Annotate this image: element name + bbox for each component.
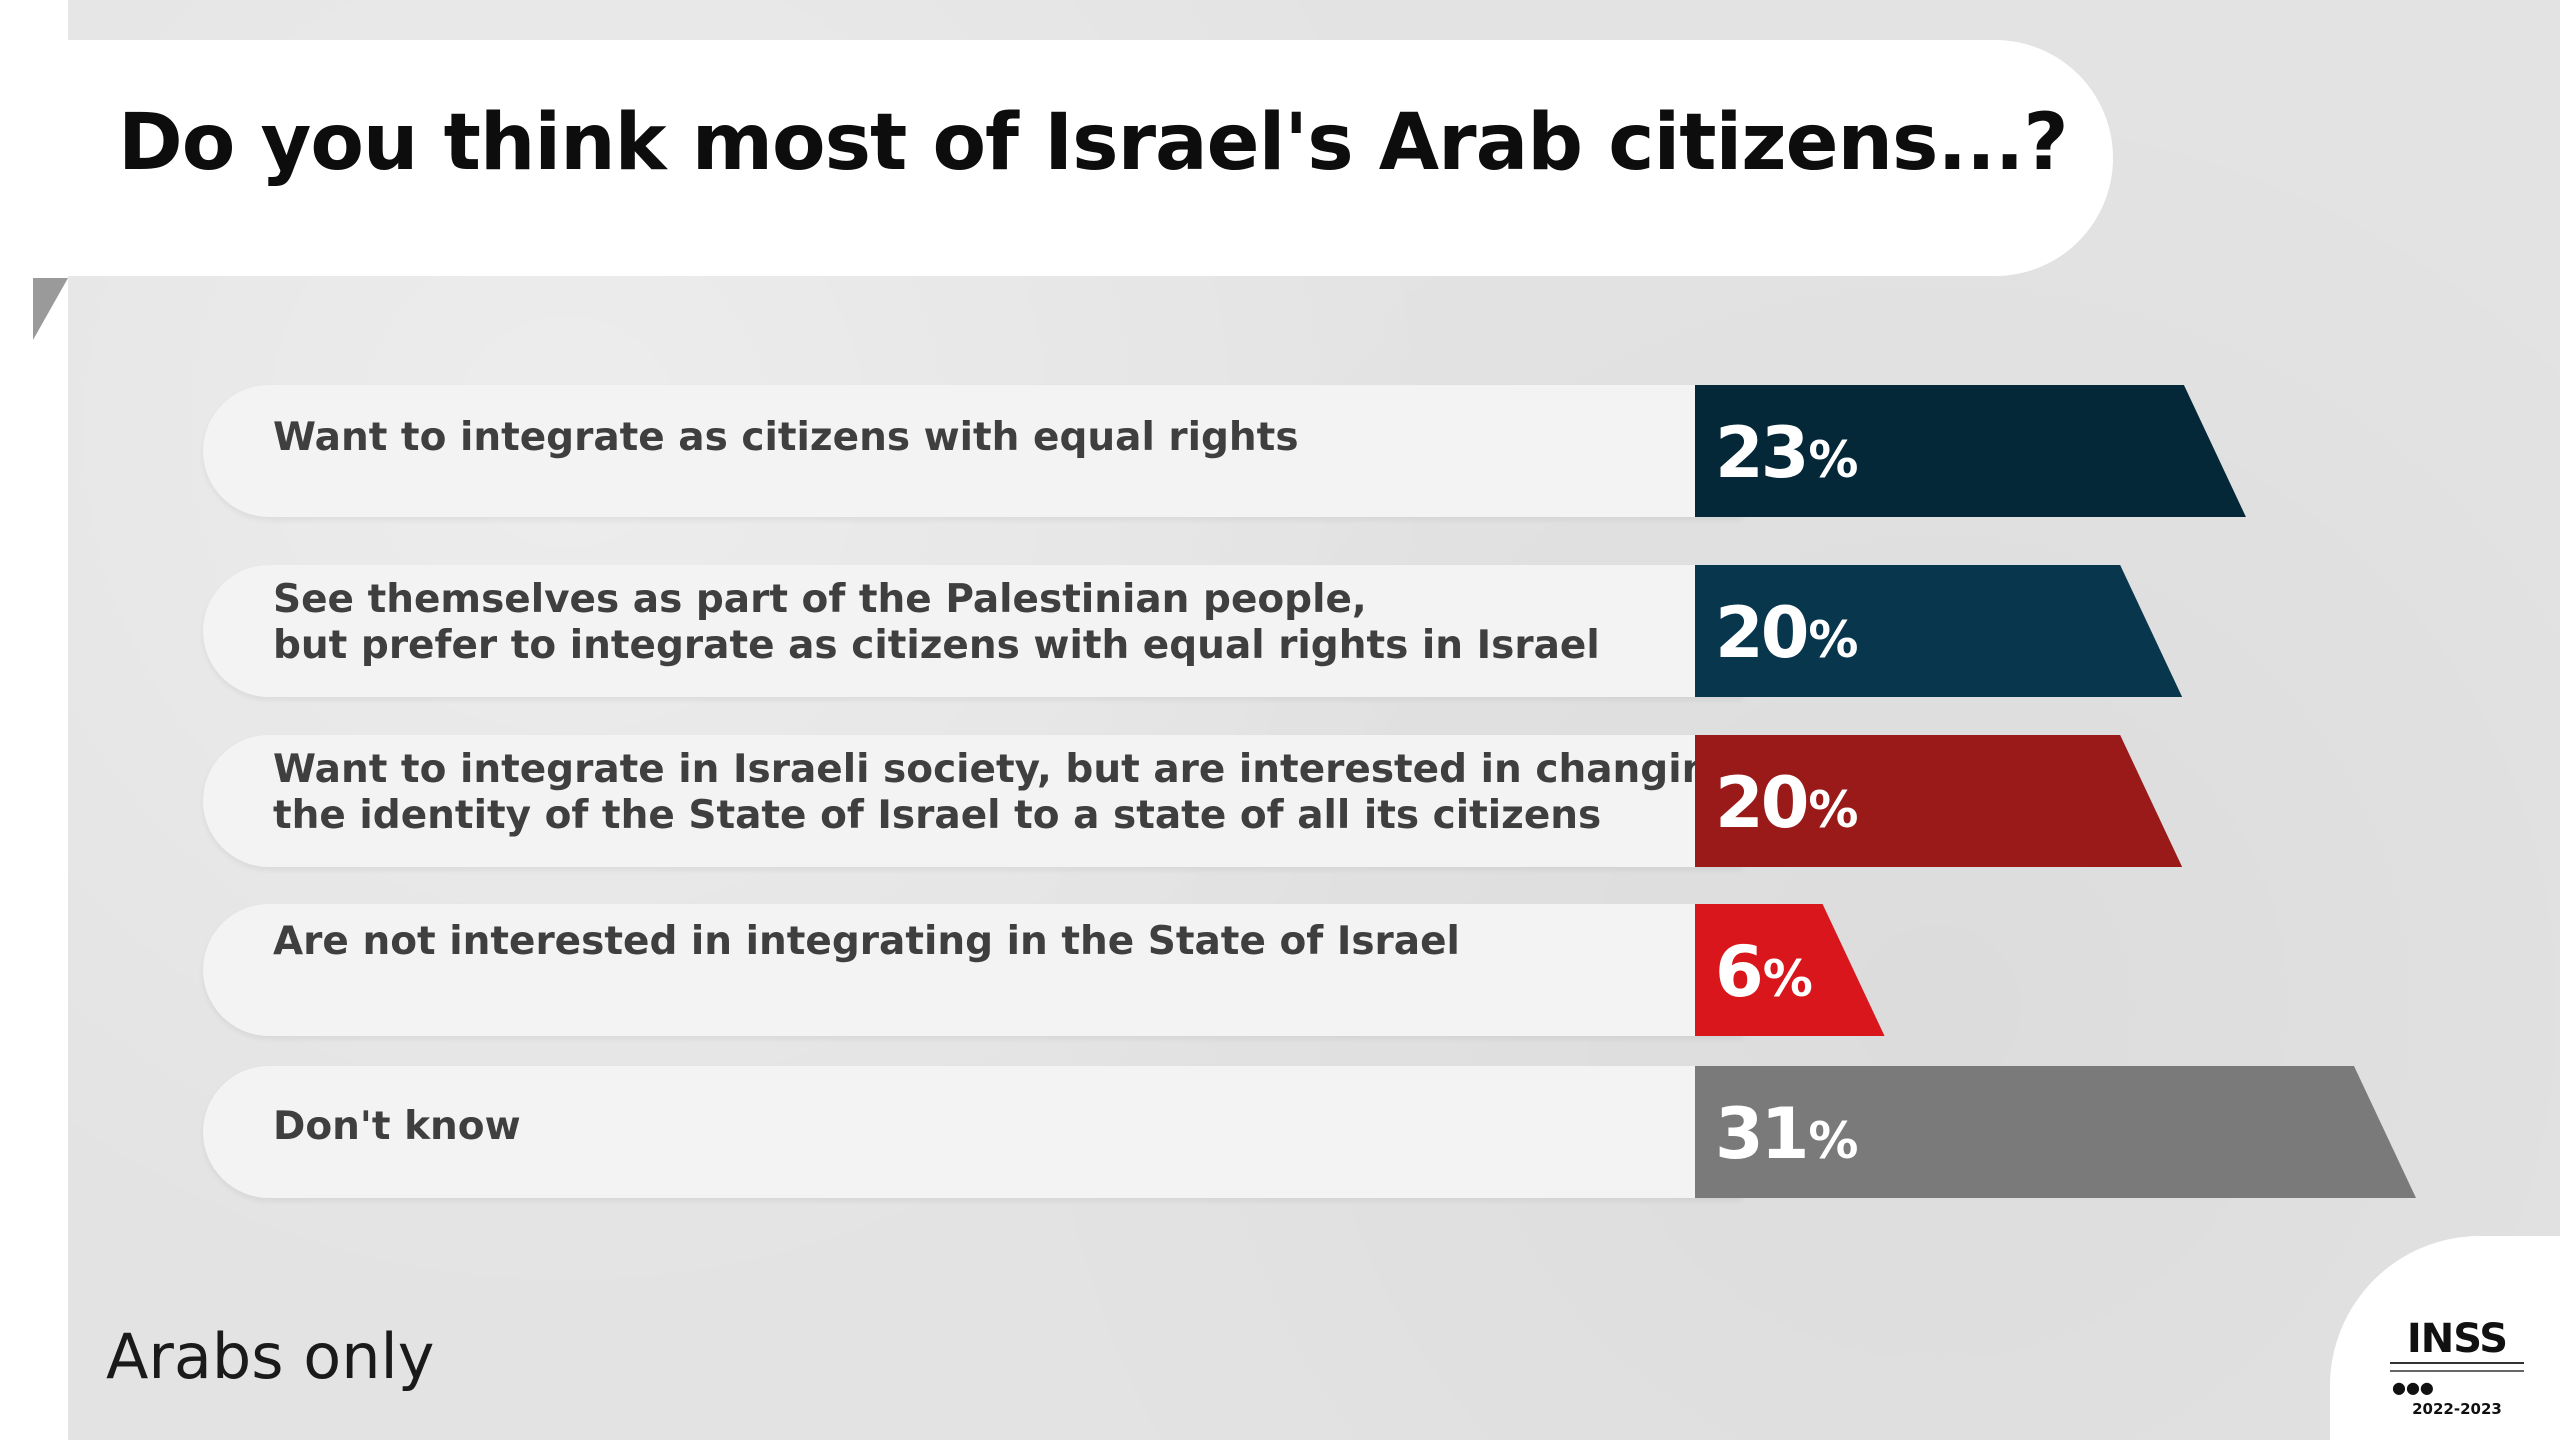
- data-label: 6%: [1715, 931, 1813, 1013]
- data-label-unit: %: [1808, 431, 1858, 489]
- data-label-unit: %: [1808, 781, 1858, 839]
- inss-logo: INSS: [2406, 1316, 2508, 1362]
- bar: [1695, 735, 2183, 867]
- category-label: Want to integrate in Israeli society, bu…: [273, 747, 1738, 839]
- data-label-unit: %: [1763, 950, 1813, 1008]
- category-label: See themselves as part of the Palestinia…: [273, 577, 1693, 669]
- category-label-line: Don't know: [273, 1104, 521, 1149]
- data-label: 20%: [1715, 762, 1859, 844]
- category-row: Don't know: [203, 1066, 1743, 1198]
- category-row: Want to integrate in Israeli society, bu…: [203, 735, 1743, 867]
- data-label-value: 23: [1715, 412, 1806, 494]
- title-banner-tail: [33, 278, 68, 340]
- data-label: 23%: [1715, 412, 1859, 494]
- data-label: 20%: [1715, 592, 1859, 674]
- bar: [1695, 1066, 2416, 1198]
- data-label-value: 20: [1715, 762, 1807, 844]
- category-label: Want to integrate as citizens with equal…: [273, 415, 1693, 461]
- population-footnote: Arabs only: [106, 1320, 435, 1393]
- data-label: 31%: [1715, 1093, 1859, 1175]
- category-label-line: Want to integrate as citizens with equal…: [273, 415, 1299, 460]
- category-label-line: but prefer to integrate as citizens with…: [273, 623, 1600, 668]
- logo-dots-icon: ●●●: [2392, 1378, 2434, 1397]
- data-label-unit: %: [1808, 611, 1858, 669]
- bar: [1695, 385, 2246, 517]
- bar: [1695, 565, 2183, 697]
- logo-years: 2022-2023: [2412, 1400, 2502, 1418]
- title-banner: [68, 40, 2113, 276]
- category-row: See themselves as part of the Palestinia…: [203, 565, 1743, 697]
- category-row: Want to integrate as citizens with equal…: [203, 385, 1743, 517]
- category-label-line: the identity of the State of Israel to a…: [273, 793, 1602, 838]
- logo-rule: [2390, 1362, 2524, 1364]
- category-label: Are not interested in integrating in the…: [273, 919, 1693, 965]
- data-label-value: 31: [1715, 1093, 1806, 1175]
- category-label-line: Are not interested in integrating in the…: [273, 919, 1460, 964]
- category-label-line: See themselves as part of the Palestinia…: [273, 577, 1367, 622]
- data-label-value: 20: [1715, 592, 1807, 674]
- category-label: Don't know: [273, 1104, 1693, 1150]
- data-label-value: 6: [1715, 931, 1761, 1013]
- logo-rule-secondary: [2390, 1370, 2524, 1372]
- chart-title: Do you think most of Israel's Arab citiz…: [118, 98, 2069, 188]
- category-row: Are not interested in integrating in the…: [203, 904, 1743, 1036]
- category-label-line: Want to integrate in Israeli society, bu…: [273, 747, 1738, 792]
- data-label-unit: %: [1808, 1112, 1858, 1170]
- bar: [1695, 904, 1885, 1036]
